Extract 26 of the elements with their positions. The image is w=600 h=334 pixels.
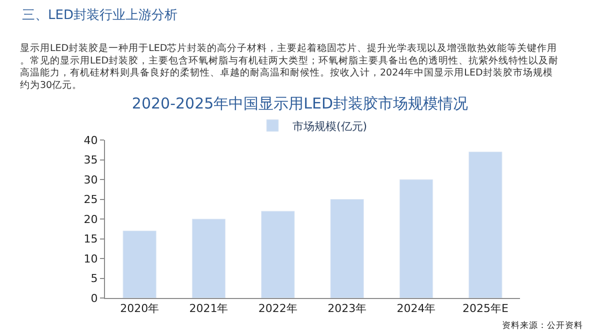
y-tick-label: 40 [84, 134, 98, 147]
bar [468, 152, 502, 298]
x-tick-label: 2024年 [396, 302, 436, 316]
x-tick-label: 2020年 [120, 302, 160, 316]
x-tick-label: 2022年 [258, 302, 298, 316]
text: 资料来源：公开资料 [502, 320, 583, 331]
legend-label: 市场规模(亿元) [292, 120, 368, 133]
bar [330, 199, 364, 298]
x-tick-label: 2023年 [328, 302, 367, 316]
x-tick-label: 2021年 [189, 302, 228, 316]
y-tick-label: 0 [90, 292, 98, 305]
bar [122, 230, 156, 298]
y-tick-label: 5 [90, 272, 98, 286]
bar [399, 179, 434, 298]
y-tick-label: 30 [84, 173, 98, 186]
y-tick-label: 25 [84, 193, 98, 206]
y-tick-label: 10 [84, 252, 98, 266]
bar [192, 218, 226, 298]
text: 三、LED封装行业上游分析 [22, 8, 178, 23]
chart-title: 2020-2025年中国显示用LED封装胶市场规模情况 [132, 94, 468, 112]
y-tick-label: 35 [84, 154, 98, 167]
x-tick-label: 2025年E [462, 302, 508, 316]
text: 显示用LED封装胶是一种用于LED芯片封装的高分子材料，主要起着稳固芯片、提升光学表现以及增强散热效能等关键作用。常见的显示用LED封装胶，主要包含环氧树脂与有机硅两大类型；环氧树脂主要具备出色的透明性、抗紫外线特性以及耐高温能力，有机硅材料则具备良好的柔韧性、卓越的耐高温和耐候性。按收入计，2024年中国显示用LED封装胶市场规模约为30亿元。 [20, 42, 559, 92]
y-tick-label: 20 [84, 212, 98, 226]
bar [261, 210, 295, 298]
y-tick-label: 15 [84, 232, 98, 246]
